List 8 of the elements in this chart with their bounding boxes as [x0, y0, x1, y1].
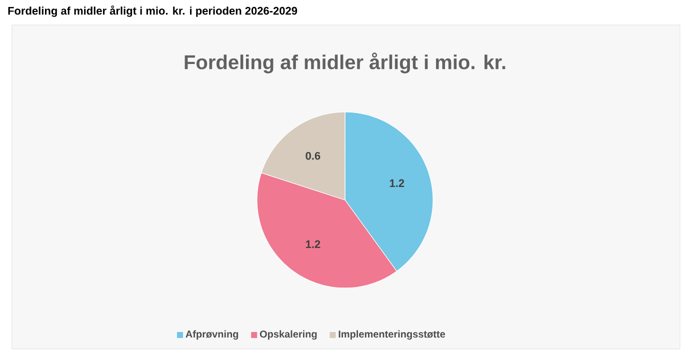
data-label: 0.6 [306, 152, 320, 160]
legend-label: Opskalering [260, 330, 317, 340]
legend-label: Afprøvning [186, 330, 238, 340]
data-label: 1.2 [306, 240, 320, 248]
chart-title: Fordeling af midler årligt i mio. kr. i perioden 2026-2029 [8, 6, 298, 17]
chart-subtitle: Fordeling af midler årligt i mio. kr. [184, 52, 506, 74]
data-label: 1.2 [390, 179, 404, 187]
legend-label: Implementeringsstøtte [338, 330, 446, 340]
